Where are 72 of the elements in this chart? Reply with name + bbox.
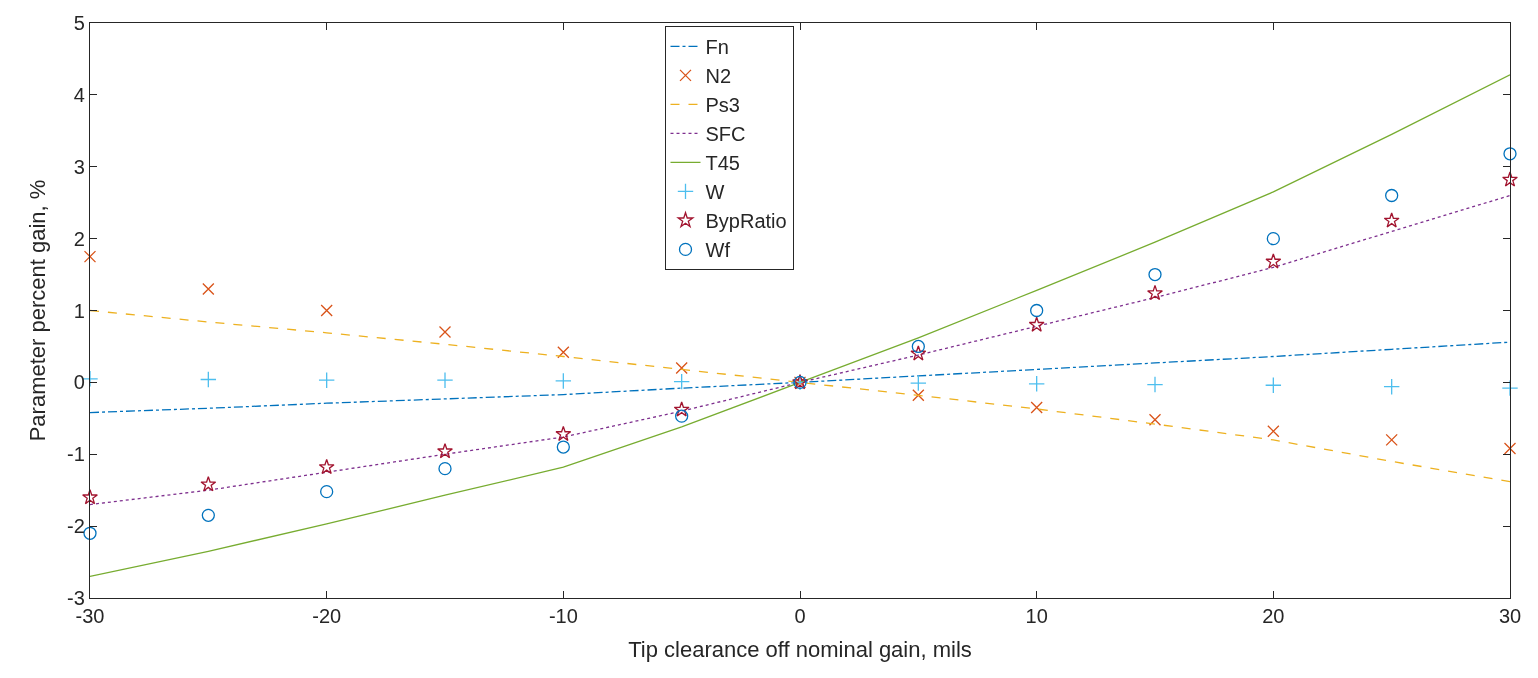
y-tick-label: 2 — [73, 227, 85, 250]
x-tick-label: 20 — [1262, 605, 1285, 628]
point — [318, 371, 336, 389]
x-tick-label: 30 — [1498, 605, 1522, 628]
point — [1030, 303, 1044, 318]
y-tick-label: -1 — [67, 443, 85, 466]
point — [1148, 267, 1162, 282]
point — [909, 374, 927, 392]
point — [1503, 442, 1517, 455]
point — [201, 508, 215, 522]
point — [675, 361, 688, 375]
y-axis-title: Parameter percent gain, % — [24, 179, 50, 442]
point — [673, 373, 691, 391]
point — [554, 372, 572, 390]
point — [320, 484, 334, 499]
legend-label: Wf — [705, 239, 731, 262]
x-tick-label: -20 — [312, 605, 342, 628]
point — [83, 526, 97, 540]
x-axis-title: Tip clearance off nominal gain, mils — [628, 637, 972, 663]
point — [1266, 231, 1280, 246]
legend-label: BypRatio — [705, 210, 787, 233]
y-tick-label: 3 — [73, 155, 85, 178]
point — [1383, 378, 1401, 396]
point — [912, 389, 925, 402]
point — [438, 461, 452, 476]
point — [200, 476, 217, 492]
point — [1148, 413, 1162, 426]
point — [910, 345, 927, 361]
legend-label: Ps3 — [705, 94, 740, 117]
point — [1383, 212, 1400, 228]
point — [1503, 147, 1517, 161]
point — [83, 250, 97, 263]
point — [318, 458, 335, 475]
point — [673, 401, 690, 417]
point — [202, 282, 215, 296]
legend-label: W — [705, 181, 725, 204]
point — [1385, 188, 1399, 203]
legend-label: Fn — [705, 36, 729, 59]
x-tick-label: 0 — [794, 605, 806, 628]
point — [556, 440, 570, 454]
y-tick-label: 1 — [73, 299, 85, 322]
legend-label: N2 — [705, 65, 732, 88]
point — [1147, 284, 1163, 301]
y-tick-label: 4 — [73, 83, 85, 106]
legend-label: SFC — [705, 123, 746, 146]
point — [1028, 375, 1046, 393]
line-series — [90, 341, 1510, 414]
point — [1501, 379, 1519, 397]
y-tick-label: 0 — [73, 371, 85, 394]
point — [320, 304, 333, 317]
point — [557, 346, 570, 359]
point — [1028, 316, 1045, 332]
point — [1267, 425, 1280, 438]
legend-label: T45 — [705, 152, 740, 175]
y-tick-label: -2 — [67, 515, 85, 538]
point — [1030, 401, 1043, 414]
point — [1265, 253, 1282, 269]
point — [1385, 433, 1398, 447]
point — [199, 371, 217, 388]
point — [555, 425, 572, 442]
y-tick-label: 5 — [73, 12, 85, 34]
x-tick-label: 10 — [1025, 605, 1048, 628]
point — [82, 489, 98, 505]
point — [438, 325, 452, 339]
point — [437, 443, 453, 459]
point — [1146, 376, 1164, 393]
point — [911, 339, 925, 354]
point — [436, 371, 454, 389]
point — [1502, 171, 1518, 187]
point — [675, 409, 689, 423]
point — [1264, 376, 1282, 394]
x-tick-label: -10 — [548, 605, 578, 628]
